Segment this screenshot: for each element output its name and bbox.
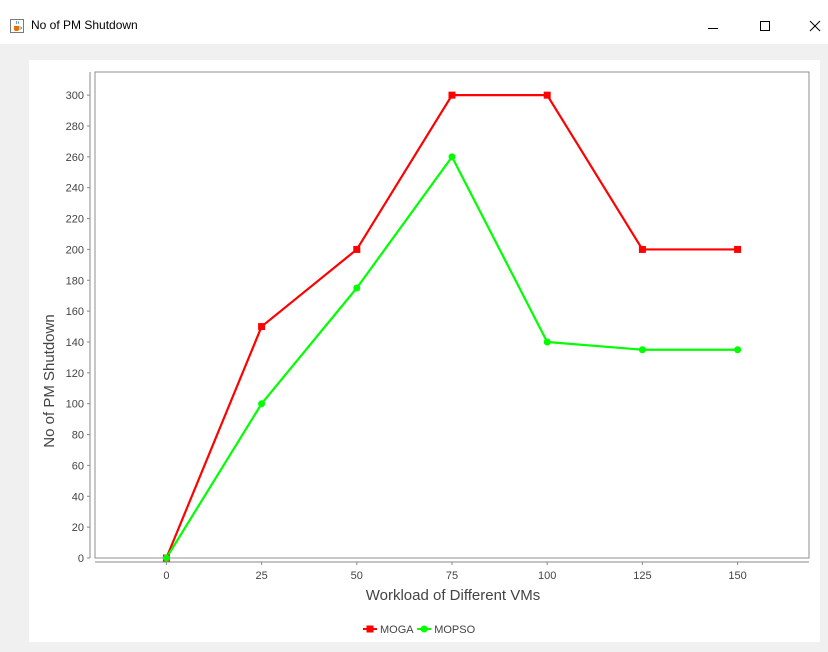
content-area: 0 20 40 60 80 100 120 140 160 180 200 220 240 260 280 3… (0, 44, 828, 652)
maximize-button[interactable] (742, 8, 788, 44)
data-point-mopso (162, 554, 170, 562)
legend-marker-moga (366, 625, 374, 633)
y-tick-label: 120 (66, 368, 84, 380)
y-tick-label: 300 (66, 90, 84, 102)
minimize-icon (708, 28, 718, 29)
y-tick-label: 140 (66, 337, 84, 349)
data-point-mopso (353, 284, 361, 292)
data-point-moga (638, 245, 646, 253)
legend-label-moga: MOGA (380, 624, 414, 636)
x-tick-label: 125 (633, 570, 651, 582)
legend-label-mopso: MOPSO (434, 624, 475, 636)
y-tick-label: 40 (72, 491, 84, 503)
y-tick-label: 60 (72, 460, 84, 472)
x-tick-label: 25 (255, 570, 267, 582)
data-point-moga (448, 91, 456, 99)
y-tick-label: 200 (66, 244, 84, 256)
java-cup-icon[interactable] (10, 19, 24, 33)
y-tick-label: 160 (66, 306, 84, 318)
y-tick-label: 240 (66, 183, 84, 195)
y-tick-label: 180 (66, 275, 84, 287)
data-point-moga (258, 323, 266, 331)
close-icon (809, 20, 821, 32)
x-tick-label: 100 (538, 570, 556, 582)
data-point-mopso (734, 346, 742, 354)
chart-panel: 0 20 40 60 80 100 120 140 160 180 200 220 240 260 280 3… (29, 60, 820, 642)
y-tick-label: 0 (78, 553, 84, 565)
data-point-moga (353, 245, 361, 253)
line-chart: 0 20 40 60 80 100 120 140 160 180 200 220 240 260 280 3… (41, 71, 810, 636)
minimize-button[interactable] (690, 8, 736, 44)
data-point-moga (734, 245, 742, 253)
data-point-mopso (258, 400, 266, 408)
y-tick-label: 100 (66, 399, 84, 411)
x-tick-label: 50 (351, 570, 363, 582)
data-point-mopso (543, 338, 551, 346)
x-axis-label: Workload of Different VMs (366, 587, 541, 604)
data-point-moga (543, 91, 551, 99)
x-tick-label: 150 (728, 570, 746, 582)
data-point-mopso (638, 346, 646, 354)
data-point-mopso (448, 153, 456, 161)
x-tick-label: 75 (446, 570, 458, 582)
y-tick-label: 260 (66, 152, 84, 164)
legend-marker-mopso (420, 625, 428, 633)
y-axis-label: No of PM Shutdown (41, 314, 58, 447)
y-tick-label: 20 (72, 522, 84, 534)
y-tick-label: 220 (66, 214, 84, 226)
y-tick-label: 280 (66, 121, 84, 133)
title-bar[interactable]: No of PM Shutdown (0, 0, 828, 44)
y-tick-label: 80 (72, 430, 84, 442)
chart-legend: MOGA MOPSO (363, 624, 476, 636)
window-title: No of PM Shutdown (31, 18, 138, 32)
plot-area (94, 71, 810, 559)
close-button[interactable] (792, 8, 828, 44)
x-tick-label: 0 (163, 570, 169, 582)
maximize-icon (760, 21, 770, 31)
